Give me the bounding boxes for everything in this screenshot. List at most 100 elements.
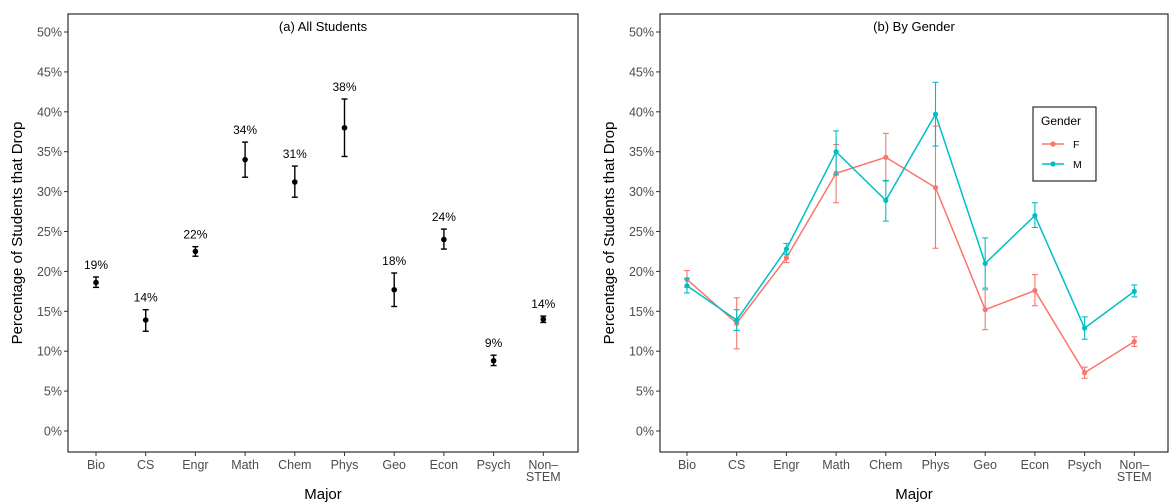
data-point <box>783 255 790 261</box>
plot-frame <box>67 13 579 453</box>
data-point <box>1032 212 1038 219</box>
x-tick-label: Non– <box>528 458 558 472</box>
data-marks <box>684 81 1138 379</box>
x-tick-label: Phys <box>331 458 359 472</box>
x-tick-label: Psych <box>1068 458 1102 472</box>
axes: 0% 5% 10% 15% 20% 25% 30% 35% 40% 45% 50% Bio CS Engr… <box>37 26 561 485</box>
series-M <box>684 81 1138 340</box>
data-point <box>441 236 447 243</box>
y-tick-label: 40% <box>37 105 62 119</box>
data-point <box>142 317 149 323</box>
y-tick-label: 0% <box>636 425 654 439</box>
legend-title: Gender <box>1041 114 1081 128</box>
y-tick-label: 10% <box>629 345 654 359</box>
data-label: 9% <box>485 336 503 350</box>
y-tick-label: 0% <box>44 425 62 439</box>
data-label: 14% <box>531 297 555 311</box>
data-point <box>982 260 988 267</box>
legend-label: M <box>1073 159 1082 171</box>
data-point <box>540 316 547 323</box>
data-label: 22% <box>183 228 207 242</box>
panel-title: (b) By Gender <box>873 19 955 34</box>
data-label: 38% <box>332 80 356 94</box>
data-point <box>242 156 248 163</box>
panel-title: (a) All Students <box>279 19 368 34</box>
data-point <box>1131 339 1137 345</box>
legend-swatch-point <box>1050 161 1056 167</box>
data-point <box>1082 325 1088 331</box>
y-tick-label: 5% <box>44 385 62 399</box>
data-label: 18% <box>382 254 406 268</box>
data-label: 31% <box>283 147 307 161</box>
y-tick-label: 20% <box>629 265 654 279</box>
data-label: 34% <box>233 123 257 137</box>
panel-all-students: (a) All Students Major Percentage of Stu… <box>9 13 579 503</box>
x-tick-label: Engr <box>182 458 208 472</box>
y-tick-label: 10% <box>37 345 62 359</box>
series-line <box>686 156 1135 374</box>
y-tick-label: 15% <box>629 305 654 319</box>
data-point <box>490 357 497 364</box>
legend-label: F <box>1073 139 1079 151</box>
x-tick-label: CS <box>137 458 154 472</box>
data-point <box>684 283 690 289</box>
x-axis-label: Major <box>304 486 342 503</box>
y-tick-label: 50% <box>629 26 654 40</box>
x-tick-label: Econ <box>1021 458 1050 472</box>
x-tick-label: Bio <box>87 458 105 472</box>
plot-frame <box>659 13 1169 453</box>
y-axis-label: Percentage of Students that Drop <box>601 122 618 345</box>
legend: Gender FM <box>1032 106 1097 182</box>
data-point <box>833 149 839 155</box>
data-point <box>1082 370 1088 376</box>
x-tick-label: STEM <box>1117 470 1152 484</box>
y-tick-label: 35% <box>629 145 654 159</box>
y-tick-label: 50% <box>37 26 62 40</box>
y-tick-label: 15% <box>37 305 62 319</box>
y-tick-label: 40% <box>629 105 654 119</box>
x-tick-label: Math <box>822 458 850 472</box>
panel-by-gender: (b) By Gender Major Percentage of Studen… <box>601 13 1169 503</box>
data-point <box>932 111 939 117</box>
x-tick-label: Psych <box>477 458 511 472</box>
data-point <box>734 317 740 323</box>
y-tick-label: 25% <box>37 225 62 239</box>
y-tick-label: 20% <box>37 265 62 279</box>
x-tick-label: Geo <box>382 458 406 472</box>
data-marks: 19% 14% 22% 34% 31% 38% 18% 24% 9% 14% <box>84 80 556 367</box>
data-point <box>932 185 939 191</box>
y-tick-label: 30% <box>37 185 62 199</box>
x-tick-label: Econ <box>430 458 459 472</box>
x-tick-label: Math <box>231 458 259 472</box>
data-point <box>883 197 889 203</box>
x-tick-label: Bio <box>678 458 696 472</box>
y-tick-label: 30% <box>629 185 654 199</box>
data-point <box>292 179 298 185</box>
y-axis-label: Percentage of Students that Drop <box>9 122 26 345</box>
x-tick-label: Geo <box>973 458 997 472</box>
y-tick-label: 45% <box>629 65 654 79</box>
x-tick-label: Engr <box>773 458 799 472</box>
y-tick-label: 5% <box>636 385 654 399</box>
y-tick-label: 35% <box>37 145 62 159</box>
y-tick-label: 45% <box>37 65 62 79</box>
x-axis-label: Major <box>895 486 933 503</box>
data-point <box>1032 287 1038 294</box>
data-point <box>93 279 99 286</box>
data-point <box>391 286 398 293</box>
data-point <box>1131 288 1137 294</box>
x-tick-label: Chem <box>869 458 902 472</box>
x-tick-label: CS <box>728 458 745 472</box>
x-tick-label: Non– <box>1119 458 1149 472</box>
series-line <box>686 112 1135 330</box>
data-point <box>192 248 199 255</box>
data-point <box>341 124 348 131</box>
axes: 0% 5% 10% 15% 20% 25% 30% 35% 40% 45% 50% Bio CS Engr… <box>629 26 1152 485</box>
data-point <box>982 307 988 313</box>
data-point <box>883 154 889 160</box>
x-tick-label: Chem <box>278 458 311 472</box>
legend-swatch-point <box>1050 141 1056 147</box>
data-label: 14% <box>134 291 158 305</box>
x-tick-label: STEM <box>526 470 561 484</box>
